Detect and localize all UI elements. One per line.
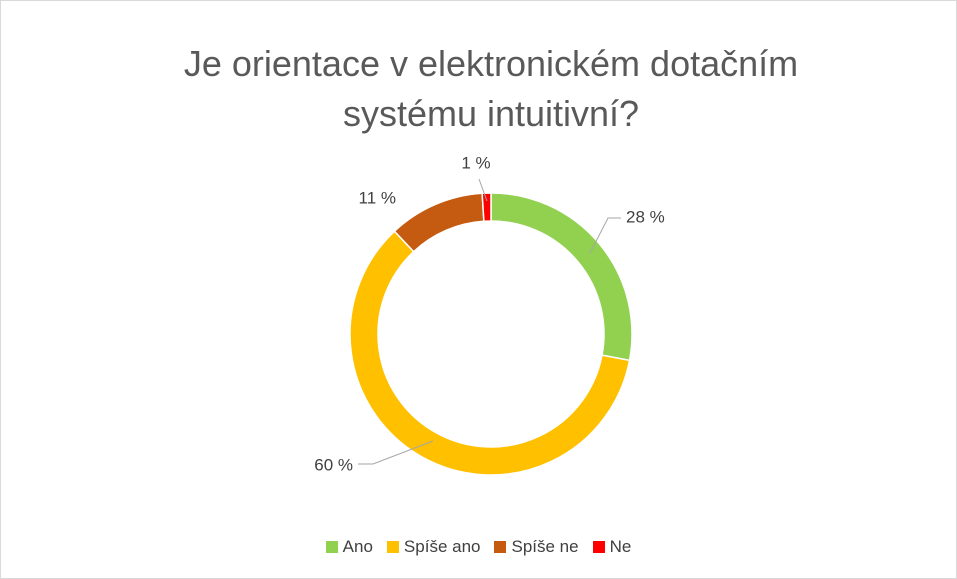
legend-swatch [494,541,507,553]
data-label: 28 % [626,207,665,226]
chart-title: Je orientace v elektronickém dotačním sy… [183,43,799,134]
legend-item: Spíše ne [494,537,579,557]
legend-swatch [325,541,338,553]
legend-label: Ne [609,537,632,556]
legend-item: Spíše ano [386,537,481,557]
data-label: 11 % [359,188,397,207]
donut-slice [481,192,492,223]
donut-slice [393,192,485,253]
legend-label: Ano [342,537,373,556]
legend-label: Spíše ano [403,537,481,556]
leader-line [358,440,434,465]
legend-label: Spíše ne [511,537,579,556]
legend-swatch [386,541,399,553]
leader-line [589,217,621,254]
legend: Ano Spíše ano Spíše ne Ne [1,537,956,557]
data-label: 1 % [461,153,490,172]
legend-item: Ano [325,537,373,557]
donut-slice [349,230,631,476]
data-label: 60 % [314,455,353,474]
legend-swatch [592,541,605,553]
legend-item: Ne [592,537,632,557]
leader-line [478,178,488,202]
